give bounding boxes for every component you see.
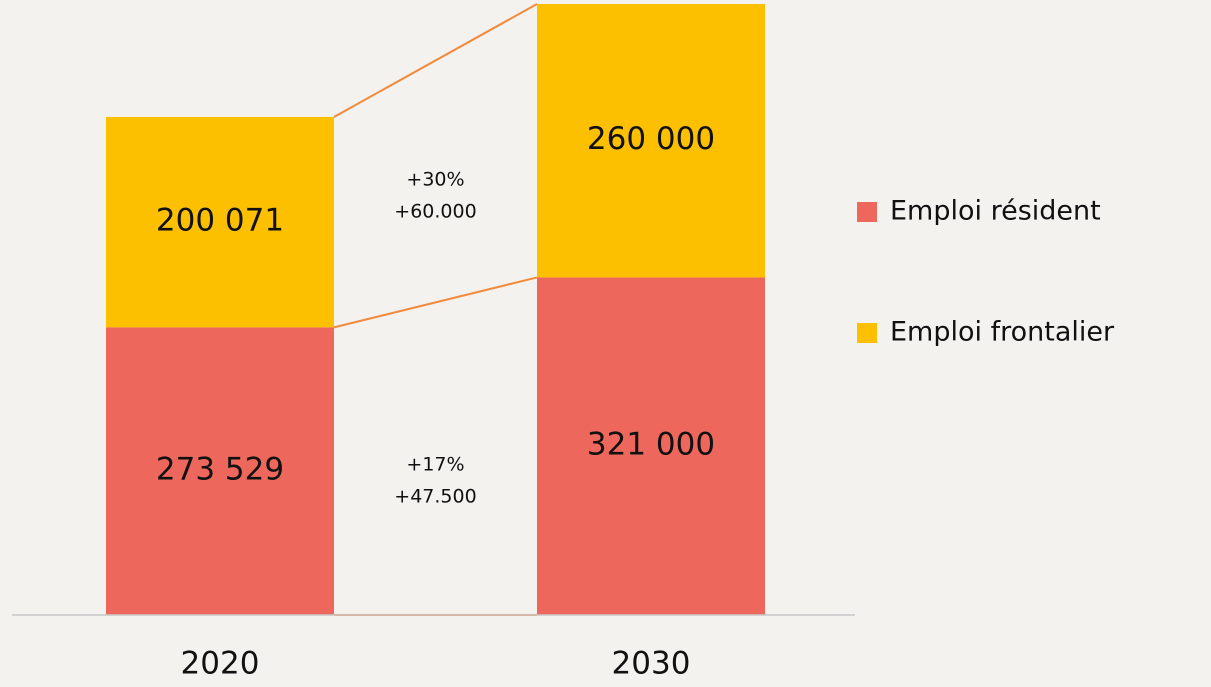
annotation: +47.500 <box>394 486 476 508</box>
x-tick-label: 2020 <box>181 646 260 682</box>
data-label: 260 000 <box>587 121 715 157</box>
legend-label: Emploi frontalier <box>890 317 1115 348</box>
connector <box>333 3 538 118</box>
bar-segment <box>106 116 334 328</box>
connector <box>333 276 538 329</box>
legend-swatch <box>857 323 877 343</box>
bar-segment <box>106 327 334 615</box>
legend-swatch <box>857 202 877 222</box>
x-tick-label: 2030 <box>612 646 691 682</box>
data-label: 273 529 <box>156 452 284 488</box>
data-label: 321 000 <box>587 427 715 463</box>
bar-segment <box>537 277 765 615</box>
annotation: +30% <box>406 169 464 191</box>
annotation: +17% <box>406 454 464 476</box>
legend-label: Emploi résident <box>890 196 1101 227</box>
annotation: +60.000 <box>394 201 476 223</box>
data-label: 200 071 <box>156 203 284 239</box>
bar-segment <box>537 4 765 278</box>
